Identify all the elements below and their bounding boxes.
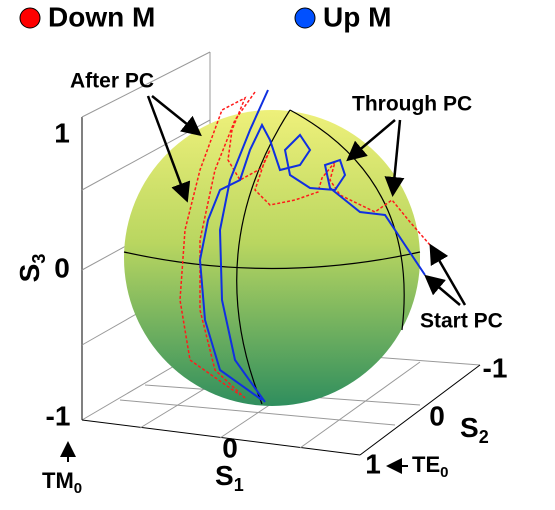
tick-label: 1	[365, 448, 381, 479]
meridian	[289, 109, 405, 331]
axis-label: S3	[14, 254, 48, 283]
sphere	[124, 110, 420, 406]
legend-label: Up M	[323, 1, 391, 32]
trajectory-down	[179, 91, 431, 399]
tick-label: 1	[54, 117, 70, 148]
note-text: TM	[42, 468, 74, 493]
meridian	[236, 109, 291, 405]
note-sub: 0	[440, 464, 448, 481]
note-sub: 0	[74, 480, 82, 497]
equator	[123, 251, 421, 270]
arrow	[424, 274, 461, 306]
arrow	[429, 243, 467, 306]
arrow	[151, 95, 202, 137]
arrow	[384, 119, 405, 197]
annotation: Through PC	[352, 93, 472, 116]
axis-label-text: S	[14, 264, 45, 283]
axis-note: TM0	[42, 468, 82, 497]
arrow	[146, 95, 191, 203]
arrow	[346, 119, 396, 162]
legend-swatch	[19, 7, 41, 29]
tick-label: 0	[54, 252, 70, 283]
tick-label: 0	[429, 400, 445, 431]
axis-note: TE0	[412, 452, 448, 481]
tick-label: -1	[46, 400, 71, 431]
axis-label-sub: 1	[234, 475, 244, 495]
legend-label: Down M	[48, 1, 155, 32]
legend-swatch	[294, 7, 316, 29]
annotation: Start PC	[420, 310, 503, 333]
axis-label-sub: 3	[29, 254, 49, 264]
tick-label: 0	[222, 432, 238, 463]
trajectory-up	[198, 89, 426, 403]
note-text: TE	[412, 452, 440, 477]
axis-label-text: S	[460, 412, 479, 443]
axis-label: S2	[460, 412, 489, 446]
tick-label: -1	[483, 352, 508, 383]
axis-label-text: S	[215, 460, 234, 491]
axis-label: S1	[215, 460, 244, 494]
axis-label-sub: 2	[479, 427, 489, 447]
legend: Down M Up M	[19, 1, 391, 32]
annotation: After PC	[70, 70, 154, 93]
